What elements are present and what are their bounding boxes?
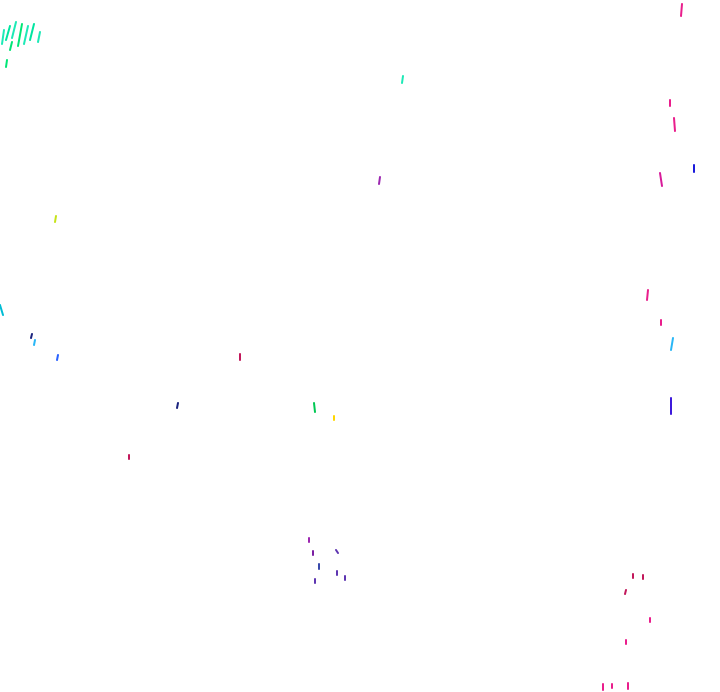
speck — [11, 21, 17, 39]
speck — [9, 41, 13, 51]
speck — [680, 3, 683, 17]
speck — [5, 25, 11, 41]
speck — [313, 402, 316, 413]
speck — [29, 23, 35, 41]
speck — [5, 59, 8, 68]
speck — [23, 25, 29, 45]
speck — [673, 117, 676, 132]
speck — [670, 337, 674, 351]
speck — [659, 172, 663, 187]
speck — [624, 589, 627, 595]
speck-cluster — [1, 21, 41, 68]
speck — [56, 354, 59, 361]
speck — [33, 339, 36, 346]
speck — [1, 29, 5, 45]
speck — [37, 31, 41, 43]
speck — [378, 176, 381, 185]
speck — [17, 23, 23, 47]
speck — [54, 215, 57, 223]
speck — [0, 304, 4, 316]
specks — [0, 3, 695, 691]
speck — [646, 289, 649, 301]
speck — [176, 402, 179, 409]
speck — [401, 75, 404, 84]
speck — [335, 549, 339, 554]
speck — [30, 333, 33, 339]
